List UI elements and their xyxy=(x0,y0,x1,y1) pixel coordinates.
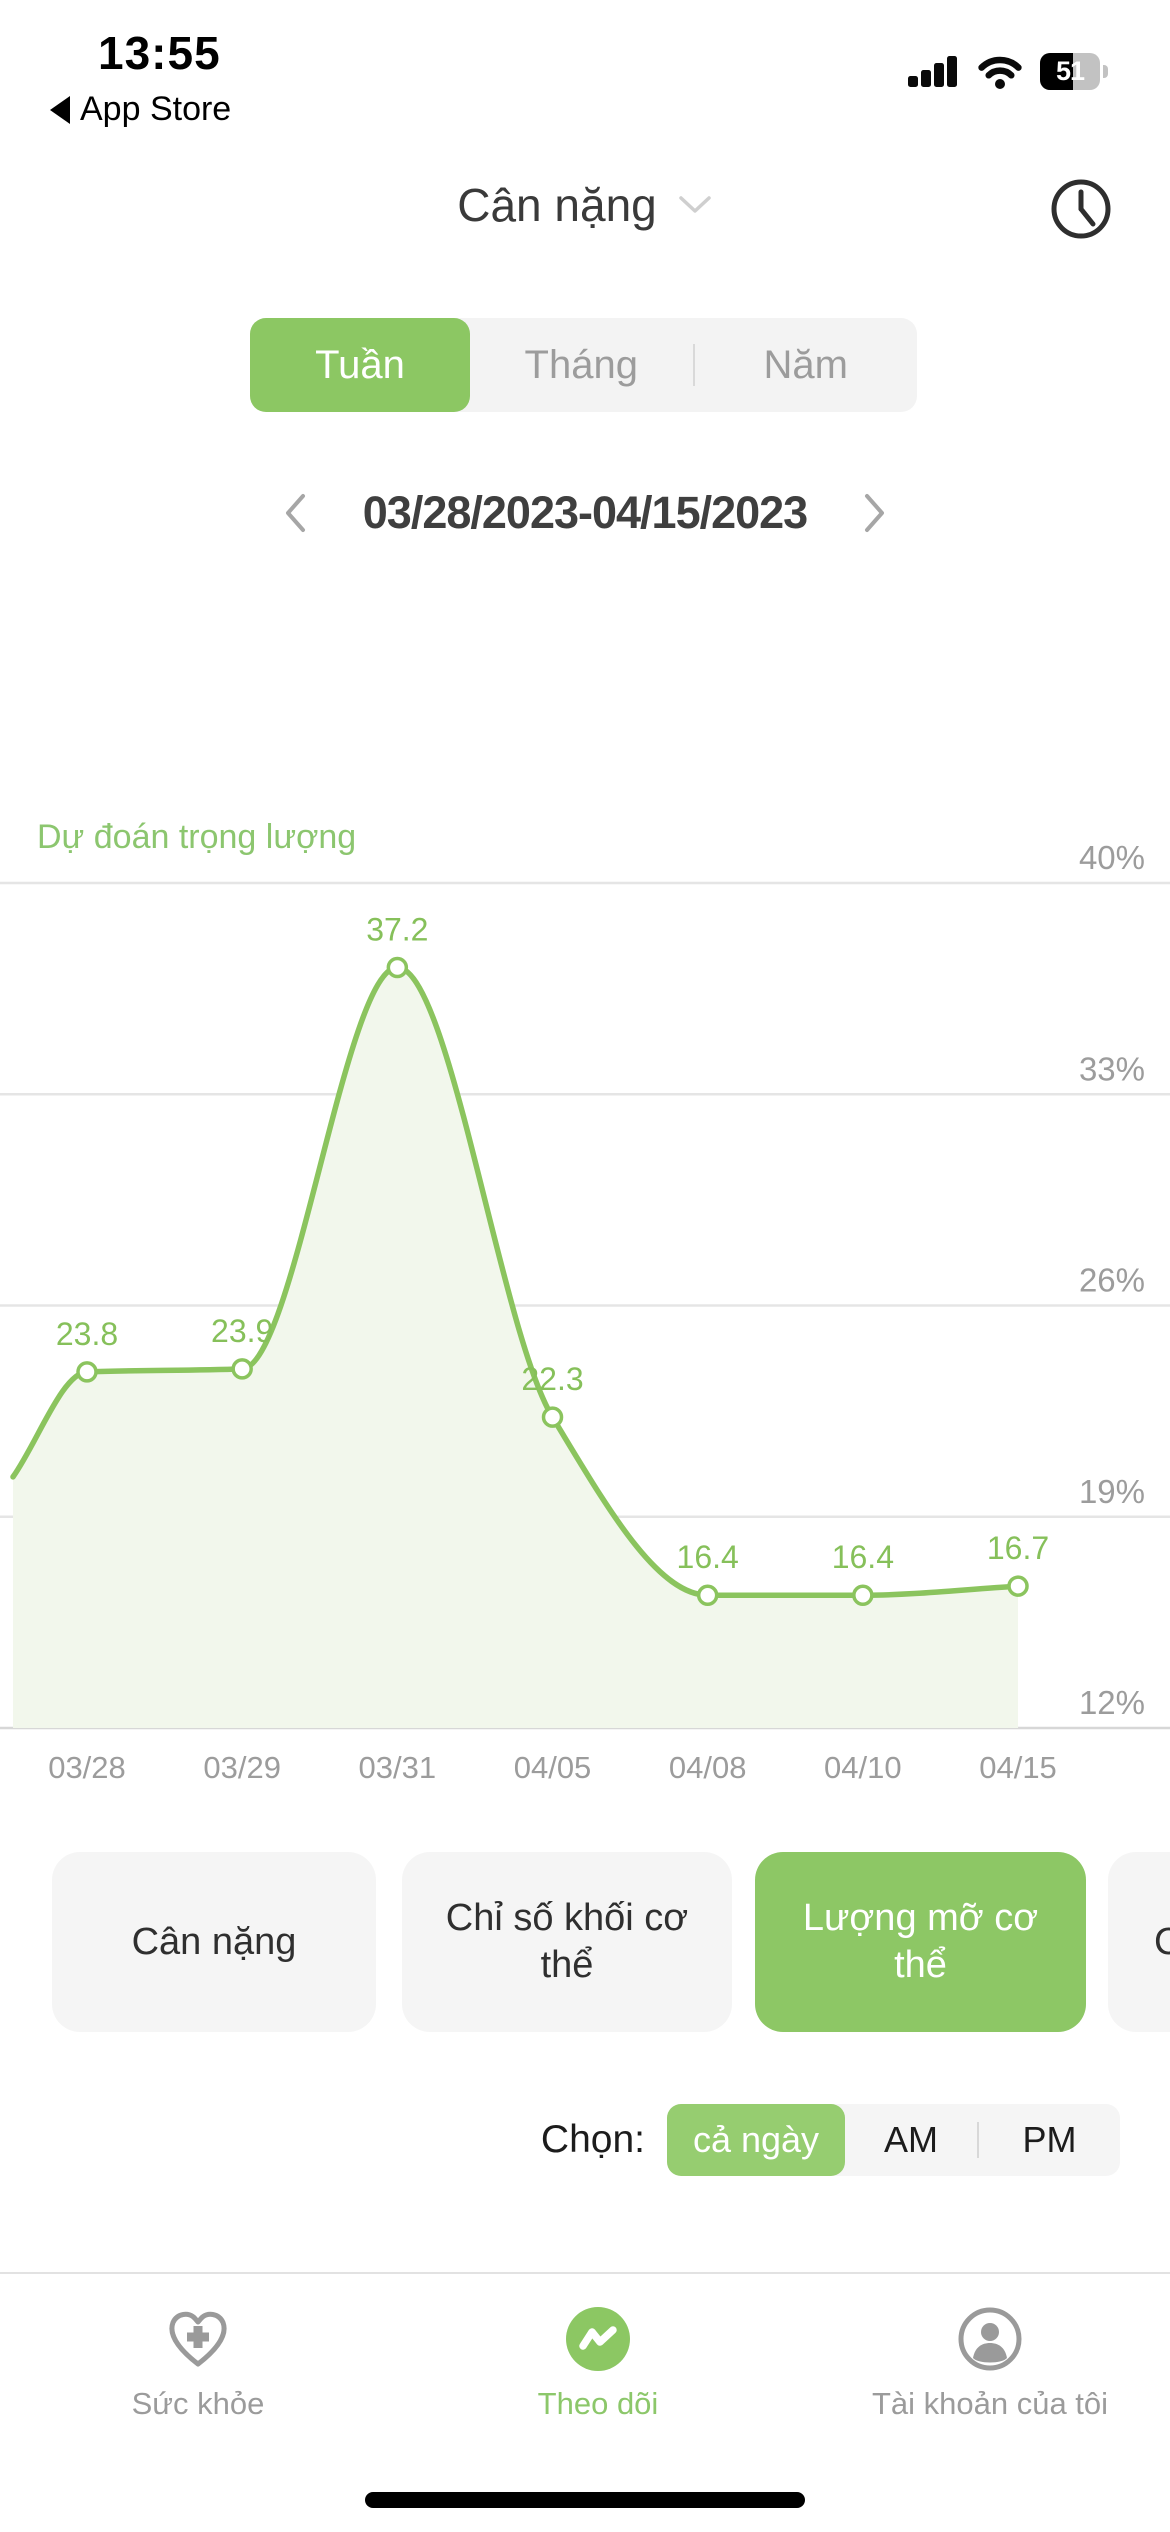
tab-label: Sức khỏe xyxy=(131,2386,265,2421)
tab-month[interactable]: Tháng xyxy=(524,342,638,387)
status-time: 13:55 xyxy=(98,27,221,79)
tab-label: Tài khoản của tôi xyxy=(871,2386,1109,2421)
option-all-day[interactable]: cả ngày xyxy=(667,2104,845,2176)
svg-text:04/05: 04/05 xyxy=(514,1750,592,1785)
chart-title: Dự đoán trọng lượng xyxy=(37,818,357,856)
home-indicator[interactable] xyxy=(365,2492,805,2508)
svg-text:16.7: 16.7 xyxy=(987,1530,1049,1566)
svg-text:19%: 19% xyxy=(1079,1473,1145,1510)
tab-label: Theo dõi xyxy=(537,2386,659,2421)
weight-trend-chart[interactable]: 40% 33% 26% 19% 12% 23.8 03/28 23.9 03/29 37.2 03/… xyxy=(0,820,1170,1800)
heart-plus-icon xyxy=(169,2311,227,2367)
tab-week[interactable]: Tuần xyxy=(250,318,470,412)
svg-text:37.2: 37.2 xyxy=(366,912,428,948)
trend-icon xyxy=(566,2307,630,2371)
tab-account[interactable]: Tài khoản của tôi xyxy=(800,2306,1170,2422)
cellular-signal-icon xyxy=(908,56,957,87)
svg-text:33%: 33% xyxy=(1079,1050,1145,1087)
metric-button-body-fat[interactable]: Lượng mỡ cơ thể xyxy=(755,1852,1086,2032)
person-icon xyxy=(958,2307,1022,2371)
svg-text:04/08: 04/08 xyxy=(669,1750,747,1785)
header: Cân nặng xyxy=(0,178,1170,232)
battery-icon: 51 xyxy=(1040,52,1100,90)
day-filter-label: Chọn: xyxy=(540,2118,645,2161)
option-am[interactable]: AM xyxy=(884,2119,938,2160)
status-icons: 51 xyxy=(908,52,1108,90)
history-clock-button[interactable] xyxy=(1050,178,1112,240)
next-week-button[interactable] xyxy=(862,492,888,534)
battery-percent: 51 xyxy=(1055,55,1085,86)
svg-text:23.9: 23.9 xyxy=(211,1313,273,1349)
back-to-app-store[interactable]: App Store xyxy=(50,90,231,129)
metric-button-truncated[interactable]: C xyxy=(1108,1852,1170,2032)
svg-text:40%: 40% xyxy=(1079,839,1145,876)
svg-text:03/31: 03/31 xyxy=(359,1750,437,1785)
period-segmented-control: Tuần Tháng Năm xyxy=(250,318,917,412)
svg-text:03/29: 03/29 xyxy=(203,1750,281,1785)
prev-week-button[interactable] xyxy=(282,492,308,534)
option-pm[interactable]: PM xyxy=(1022,2119,1077,2160)
tab-tracking[interactable]: Theo dõi xyxy=(408,2306,788,2422)
svg-text:22.3: 22.3 xyxy=(521,1361,583,1397)
day-filter-segmented: cả ngày AM PM xyxy=(667,2104,1120,2176)
svg-text:26%: 26% xyxy=(1079,1262,1145,1299)
svg-text:12%: 12% xyxy=(1079,1684,1145,1721)
page-title[interactable]: Cân nặng xyxy=(457,179,657,231)
date-range: 03/28/2023-04/15/2023 xyxy=(362,487,808,538)
option-divider xyxy=(977,2122,979,2158)
battery-fill xyxy=(1040,52,1073,90)
back-label: App Store xyxy=(80,90,232,128)
date-navigation: 03/28/2023-04/15/2023 xyxy=(0,478,1170,548)
wifi-icon xyxy=(978,56,1022,89)
svg-text:16.4: 16.4 xyxy=(832,1539,894,1575)
tab-year[interactable]: Năm xyxy=(763,342,848,387)
chevron-down-icon[interactable] xyxy=(677,194,713,216)
segment-divider xyxy=(692,344,695,386)
svg-text:04/15: 04/15 xyxy=(979,1750,1057,1785)
svg-text:03/28: 03/28 xyxy=(48,1750,126,1785)
tab-health[interactable]: Sức khỏe xyxy=(8,2306,388,2422)
bottom-tab-bar: Sức khỏe Theo dõi Tài khoản của tôi xyxy=(0,2272,1170,2532)
battery-nub xyxy=(1103,64,1108,78)
back-triangle-icon xyxy=(50,95,70,124)
metric-button-weight[interactable]: Cân nặng xyxy=(52,1852,376,2032)
svg-text:04/10: 04/10 xyxy=(824,1750,902,1785)
metric-button-bmi[interactable]: Chỉ số khối cơ thể xyxy=(402,1852,732,2032)
svg-text:23.8: 23.8 xyxy=(56,1316,118,1352)
svg-text:16.4: 16.4 xyxy=(677,1539,739,1575)
